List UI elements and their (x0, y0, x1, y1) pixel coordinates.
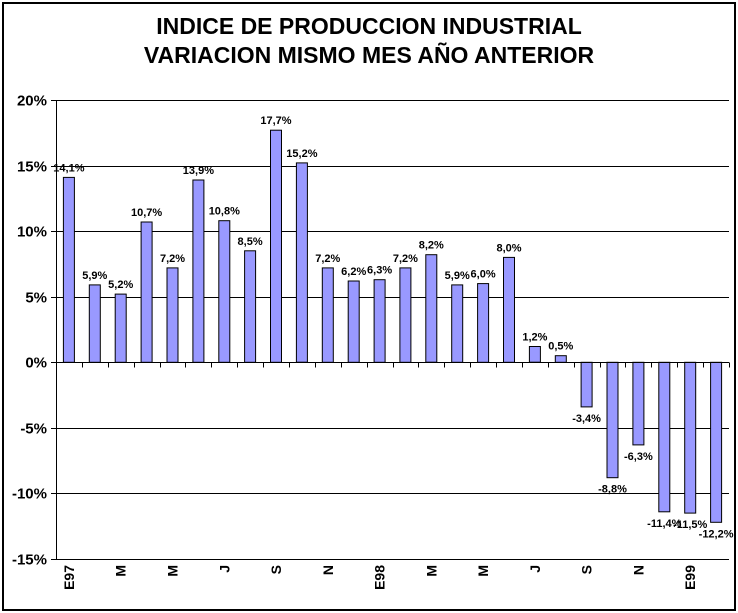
bar-a98b (554, 355, 567, 363)
data-label: 1,2% (522, 332, 547, 344)
data-label: 10,8% (209, 206, 240, 218)
bar-f98 (399, 267, 412, 363)
y-tick-label: 10% (17, 224, 47, 241)
y-tick-label: -10% (12, 486, 47, 503)
bar-j97 (192, 179, 205, 363)
bar-m98 (425, 254, 438, 363)
bars (62, 129, 723, 523)
y-tick-label: 5% (25, 290, 47, 307)
bar-o98 (606, 361, 619, 479)
data-label: -12,2% (699, 528, 734, 540)
data-label: -8,8% (598, 484, 627, 496)
y-tick-label: 20% (17, 93, 47, 110)
x-tick-label: E99 (682, 565, 698, 590)
gridlines (56, 100, 729, 560)
chart-title-block: INDICE DE PRODUCCION INDUSTRIAL VARIACIO… (0, 12, 738, 70)
chart-subtitle: VARIACION MISMO MES AÑO ANTERIOR (143, 42, 595, 68)
bar-e99 (684, 361, 697, 514)
bar-m97b (166, 267, 179, 363)
data-label: 17,7% (260, 115, 291, 127)
data-label: -11,4% (647, 518, 681, 530)
y-tick-labels: -15% -10% -5% 0% 5% 10% 15% 20% (12, 93, 47, 569)
bar-f97 (88, 284, 101, 363)
x-tick-label: M (475, 565, 491, 577)
bar-e97 (62, 176, 75, 363)
data-label: 0,5% (548, 341, 573, 353)
bar-a97b (244, 250, 257, 363)
x-tick-label: M (423, 565, 439, 577)
bar-f99 (710, 361, 723, 523)
data-label: 6,0% (471, 269, 496, 281)
y-tick-label: -15% (12, 552, 47, 569)
data-label: 6,3% (367, 265, 392, 277)
x-tick-label: J (527, 565, 543, 573)
x-tick-label: J (216, 565, 232, 573)
y-tick-label: 15% (17, 159, 47, 176)
bar-m98b (477, 283, 490, 363)
data-label: 5,2% (108, 279, 133, 291)
x-tick-label: N (320, 565, 336, 575)
data-label: 15,2% (286, 148, 317, 160)
bar-n98 (632, 361, 645, 446)
bar-a97 (140, 221, 153, 363)
bar-j97b (218, 220, 231, 363)
data-label: 13,9% (183, 165, 214, 177)
x-tick-label: M (165, 565, 181, 577)
data-label: -11,5% (673, 519, 707, 531)
x-tick-label: E97 (61, 565, 77, 590)
data-label: 10,7% (131, 207, 162, 219)
bar-s98 (580, 361, 593, 408)
x-tick-label: S (579, 565, 595, 574)
chart-title: INDICE DE PRODUCCION INDUSTRIAL (156, 13, 582, 39)
data-label: 14,1% (53, 162, 84, 174)
data-label: -3,4% (572, 413, 601, 425)
bar-d97 (347, 280, 360, 363)
data-label: 8,0% (496, 242, 521, 254)
x-tick-label: E98 (372, 565, 388, 590)
bar-e98 (373, 279, 386, 363)
data-label: 7,2% (315, 253, 340, 265)
data-label: 7,2% (160, 253, 185, 265)
axes (51, 100, 730, 560)
data-label: 6,2% (341, 266, 366, 278)
bar-a98 (451, 284, 464, 363)
bar-n97 (321, 267, 334, 363)
x-tick-label: N (630, 565, 646, 575)
data-label: 5,9% (445, 270, 470, 282)
x-tick-label: M (113, 565, 129, 577)
y-tick-label: 0% (25, 355, 47, 372)
bar-o97 (295, 162, 308, 363)
x-tick-labels: E97 M M J S N E98 M M J S N E99 (61, 565, 698, 590)
data-label: 7,2% (393, 253, 418, 265)
data-label: 5,9% (82, 270, 107, 282)
bar-j98 (503, 256, 515, 363)
bar-m97 (114, 293, 127, 363)
bar-s97 (270, 129, 282, 363)
data-label: -6,3% (624, 451, 653, 463)
bar-j98b (528, 346, 541, 363)
x-tick-label: S (268, 565, 284, 574)
y-tick-label: -5% (20, 421, 47, 438)
data-label: 8,5% (238, 236, 263, 248)
data-label: 8,2% (419, 240, 444, 252)
data-labels: 14,1%5,9%5,2%10,7%7,2%13,9%10,8%8,5%17,7… (53, 115, 733, 540)
bar-d98 (658, 361, 671, 513)
